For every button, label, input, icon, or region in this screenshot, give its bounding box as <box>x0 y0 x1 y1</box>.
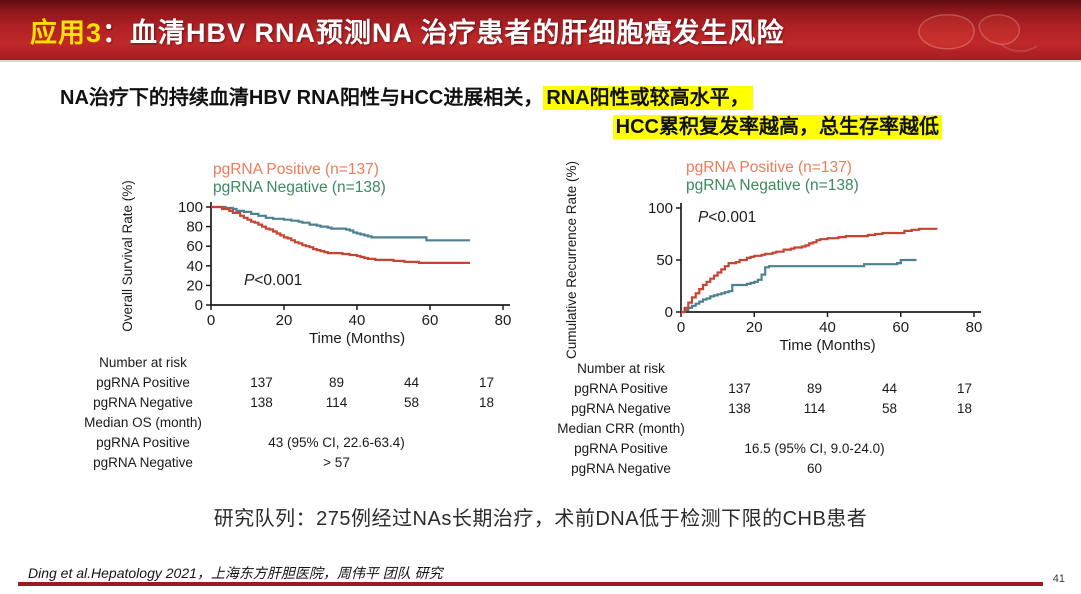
svg-text:Overall Survival Rate (%): Overall Survival Rate (%) <box>120 180 135 332</box>
table-row: pgRNA Positive 137 89 44 17 <box>62 372 524 392</box>
row-label: pgRNA Negative <box>93 394 193 410</box>
risk-value: 58 <box>403 394 420 410</box>
table-row: pgRNA Negative 138 114 58 18 <box>62 392 524 412</box>
svg-text:P<0.001: P<0.001 <box>698 209 756 226</box>
subtitle-line2: HCC累积复发率越高，总生存率越低 <box>60 113 942 142</box>
table-row: pgRNA Positive 16.5 (95% CI, 9.0-24.0) <box>540 438 1002 458</box>
row-label: pgRNA Positive <box>96 374 190 390</box>
svg-text:80: 80 <box>186 219 203 236</box>
svg-text:20: 20 <box>186 277 203 294</box>
subtitle-line1-highlight: RNA阳性或较高水平， <box>543 86 753 110</box>
svg-text:80: 80 <box>495 312 512 329</box>
svg-text:60: 60 <box>422 312 439 329</box>
row-label: pgRNA Negative <box>93 454 193 470</box>
table-row: pgRNA Negative 138 114 58 18 <box>540 398 1002 418</box>
median-value: 16.5 (95% CI, 9.0-24.0) <box>744 440 885 456</box>
svg-text:0: 0 <box>665 304 673 321</box>
risk-value: 18 <box>478 394 495 410</box>
svg-text:Time (Months): Time (Months) <box>309 330 405 347</box>
subtitle-line1-plain: NA治疗下的持续血清HBV RNA阳性与HCC进展相关， <box>60 87 544 109</box>
risk-value: 138 <box>728 400 751 416</box>
svg-text:40: 40 <box>349 312 366 329</box>
table-row: pgRNA Positive 137 89 44 17 <box>540 378 1002 398</box>
risk-value: 58 <box>881 400 898 416</box>
risk-value: 44 <box>881 380 898 396</box>
svg-text:pgRNA Positive (n=137): pgRNA Positive (n=137) <box>213 161 379 178</box>
overall-survival-chart: 0 20 40 60 80 100 0 20 40 60 80 Time (Months) Overal… <box>120 161 512 347</box>
risk-value: 17 <box>478 374 495 390</box>
svg-text:pgRNA Negative (n=138): pgRNA Negative (n=138) <box>213 179 386 196</box>
table-row: pgRNA Positive 43 (95% CI, 22.6-63.4) <box>62 432 524 452</box>
risk-value: 138 <box>250 394 273 410</box>
svg-text:P<0.001: P<0.001 <box>244 272 302 289</box>
liver-icon <box>918 14 1038 52</box>
row-label: pgRNA Positive <box>96 434 190 450</box>
header-banner: 应用3 ：血清HBV RNA预测NA 治疗患者的肝细胞癌发生风险 <box>0 0 1081 62</box>
svg-text:50: 50 <box>656 252 673 269</box>
subtitle-line2-highlight: HCC累积复发率越高，总生存率越低 <box>612 115 942 139</box>
risk-value: 17 <box>956 380 973 396</box>
row-label: pgRNA Positive <box>574 380 668 396</box>
page-number: 41 <box>1052 573 1065 585</box>
svg-text:pgRNA Negative (n=138): pgRNA Negative (n=138) <box>686 177 859 194</box>
risk-value: 114 <box>803 400 826 416</box>
cumulative-recurrence-chart: 0 50 100 0 20 40 60 80 Time (Months) Cumulative R… <box>564 159 983 359</box>
svg-text:40: 40 <box>819 319 836 336</box>
svg-text:0: 0 <box>195 297 203 314</box>
svg-text:20: 20 <box>746 319 763 336</box>
svg-text:100: 100 <box>648 200 673 217</box>
risk-table-crr: Number at risk pgRNA Positive 137 89 44 … <box>540 358 1002 478</box>
svg-text:20: 20 <box>276 312 293 329</box>
svg-text:Time (Months): Time (Months) <box>779 337 875 354</box>
citation: Ding et al.Hepatology 2021，上海东方肝胆医院，周伟平 … <box>28 565 443 581</box>
svg-text:60: 60 <box>892 319 909 336</box>
svg-text:Cumulative Recurrence Rate (%): Cumulative Recurrence Rate (%) <box>564 161 579 359</box>
row-label: pgRNA Negative <box>571 460 671 476</box>
risk-value: 89 <box>328 374 345 390</box>
svg-text:40: 40 <box>186 258 203 275</box>
median-value: 43 (95% CI, 22.6-63.4) <box>268 434 405 450</box>
risk-table-header: Number at risk <box>577 360 665 376</box>
svg-text:60: 60 <box>186 238 203 255</box>
median-header: Median CRR (month) <box>557 420 685 436</box>
svg-text:0: 0 <box>207 312 215 329</box>
svg-text:80: 80 <box>966 319 983 336</box>
row-label: pgRNA Negative <box>571 400 671 416</box>
table-row: pgRNA Negative > 57 <box>62 452 524 472</box>
page-title: ：血清HBV RNA预测NA 治疗患者的肝细胞癌发生风险 <box>102 17 785 48</box>
median-value: > 57 <box>323 454 350 470</box>
svg-text:pgRNA Positive (n=137): pgRNA Positive (n=137) <box>686 159 852 176</box>
median-value: 60 <box>806 460 823 476</box>
risk-value: 137 <box>728 380 751 396</box>
subtitle-block: NA治疗下的持续血清HBV RNA阳性与HCC进展相关， RNA阳性或较高水平， … <box>60 84 942 142</box>
risk-value: 89 <box>806 380 823 396</box>
risk-value: 114 <box>325 394 348 410</box>
table-row: pgRNA Negative 60 <box>540 458 1002 478</box>
banner-tag: 应用3 <box>30 17 103 48</box>
cohort-note: 研究队列：275例经过NAs长期治疗，术前DNA低于检测下限的CHB患者 <box>213 508 868 530</box>
subtitle-line1: NA治疗下的持续血清HBV RNA阳性与HCC进展相关， RNA阳性或较高水平， <box>60 84 942 113</box>
svg-text:100: 100 <box>178 199 203 216</box>
svg-text:0: 0 <box>677 319 685 336</box>
risk-value: 18 <box>956 400 973 416</box>
risk-value: 44 <box>403 374 420 390</box>
risk-value: 137 <box>250 374 273 390</box>
row-label: pgRNA Positive <box>574 440 668 456</box>
risk-table-header: Number at risk <box>99 354 187 370</box>
footer-divider <box>18 582 1043 586</box>
risk-table-os: Number at risk pgRNA Positive 137 89 44 … <box>62 352 524 472</box>
median-header: Median OS (month) <box>84 414 202 430</box>
